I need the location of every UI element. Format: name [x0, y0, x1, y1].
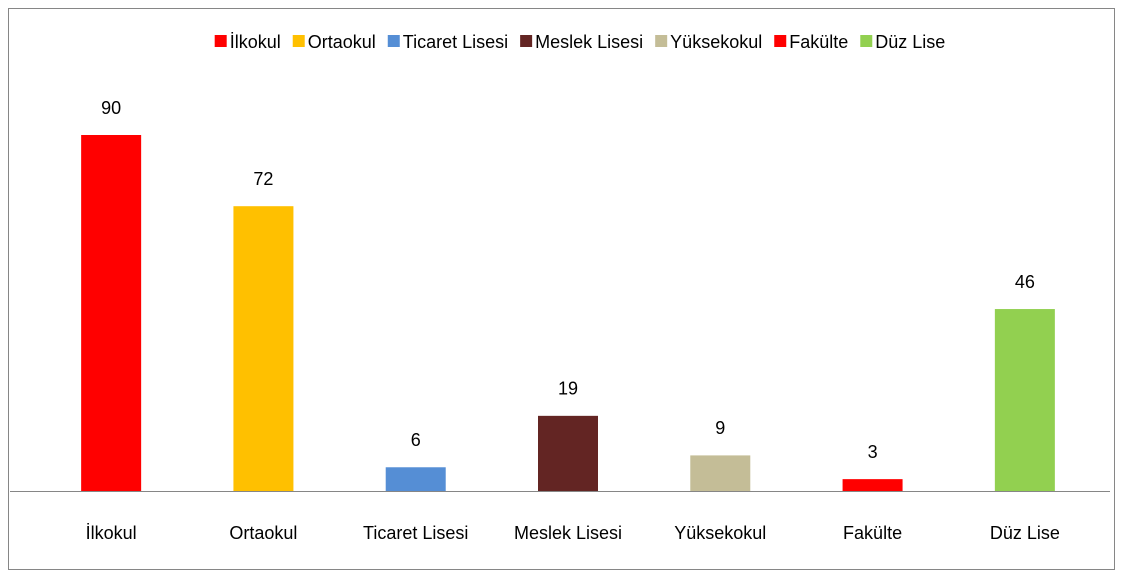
- bar: [994, 309, 1055, 491]
- data-label: 46: [1015, 272, 1035, 292]
- data-label: 19: [558, 379, 578, 399]
- legend-swatch: [214, 35, 227, 47]
- legend-label: Meslek Lisesi: [535, 32, 643, 52]
- legend-swatch: [292, 35, 305, 47]
- legend-label: Düz Lise: [875, 32, 945, 52]
- legend-swatch: [774, 35, 787, 47]
- x-tick-label: Yüksekokul: [674, 523, 766, 543]
- bar: [842, 479, 903, 491]
- x-tick-label: Düz Lise: [990, 523, 1060, 543]
- x-tick-label: Fakülte: [843, 523, 902, 543]
- data-label: 72: [253, 169, 273, 189]
- bar: [385, 467, 446, 491]
- legend-swatch: [387, 35, 400, 47]
- x-tick-label: Ortaokul: [229, 523, 297, 543]
- x-tick-label: Ticaret Lisesi: [363, 523, 468, 543]
- legend-swatch: [655, 35, 668, 47]
- legend-label: Yüksekokul: [670, 32, 762, 52]
- data-label: 9: [715, 418, 725, 438]
- bar: [81, 135, 142, 491]
- data-label: 6: [411, 430, 421, 450]
- legend-swatch: [520, 35, 533, 47]
- bar: [233, 206, 294, 491]
- legend-label: Ticaret Lisesi: [403, 32, 508, 52]
- legend-label: Fakülte: [789, 32, 848, 52]
- bar: [538, 415, 598, 491]
- legend: İlkokul Ortaokul Ticaret Lisesi Meslek Lise…: [214, 32, 945, 52]
- bar: [690, 455, 751, 491]
- x-tick-label: İlkokul: [86, 523, 137, 543]
- legend-label: Ortaokul: [308, 32, 376, 52]
- legend-swatch: [860, 35, 873, 47]
- legend-label: İlkokul: [230, 32, 281, 52]
- x-tick-label: Meslek Lisesi: [514, 523, 622, 543]
- data-label: 3: [868, 442, 878, 462]
- data-label: 90: [101, 98, 121, 118]
